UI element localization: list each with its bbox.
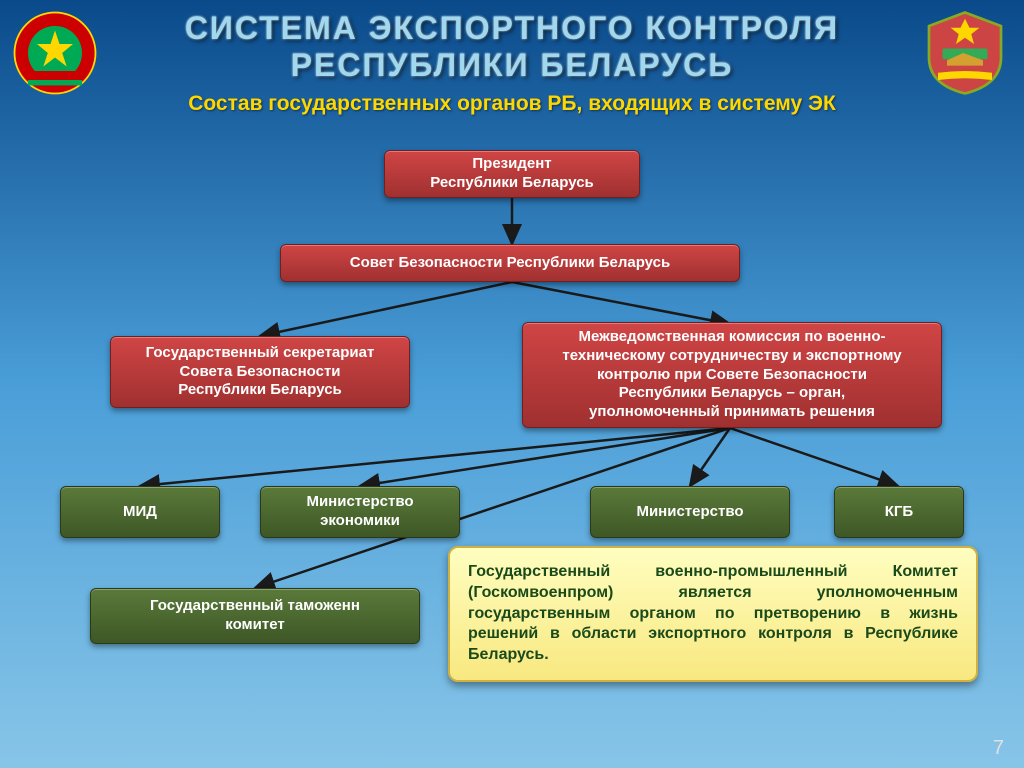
page-number: 7 — [993, 737, 1004, 760]
box-kgb: КГБ — [834, 486, 964, 538]
subtitle: Состав государственных органов РБ, входя… — [0, 92, 1024, 116]
box-economy: Министерствоэкономики — [260, 486, 460, 538]
box-defense: Министерство — [590, 486, 790, 538]
box-secretariat: Государственный секретариатСовета Безопа… — [110, 336, 410, 408]
box-mid: МИД — [60, 486, 220, 538]
emblem-shield — [920, 8, 1010, 98]
callout-box: Государственный военно-промышленный Коми… — [448, 546, 978, 682]
org-chart: ПрезидентРеспублики Беларусь Совет Безопа… — [0, 150, 1024, 750]
box-commission: Межведомственная комиссия по военно-техн… — [522, 322, 942, 428]
title-line-2: РЕСПУБЛИКИ БЕЛАРУСЬ — [0, 47, 1024, 84]
emblem-belarus — [10, 8, 100, 98]
box-council: Совет Безопасности Республики Беларусь — [280, 244, 740, 282]
main-title: СИСТЕМА ЭКСПОРТНОГО КОНТРОЛЯ РЕСПУБЛИКИ … — [0, 0, 1024, 84]
box-president: ПрезидентРеспублики Беларусь — [384, 150, 640, 198]
box-customs: Государственный таможеннкомитет — [90, 588, 420, 644]
title-line-1: СИСТЕМА ЭКСПОРТНОГО КОНТРОЛЯ — [0, 10, 1024, 47]
